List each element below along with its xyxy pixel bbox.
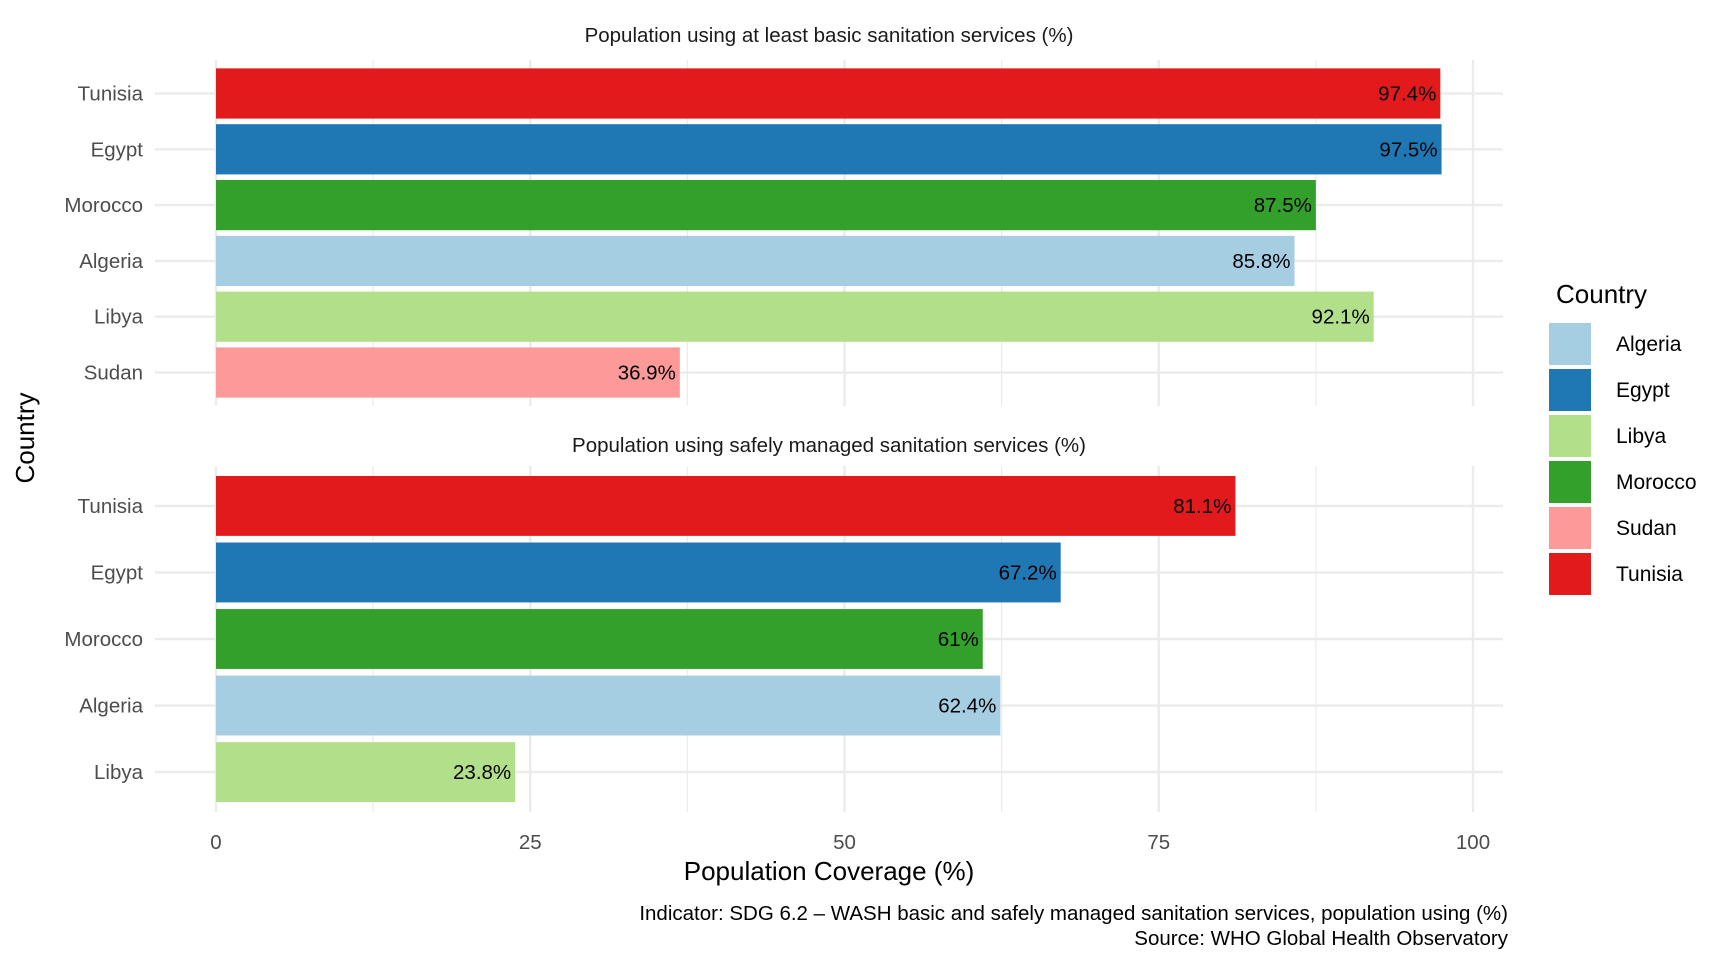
- bar-egypt: [216, 542, 1061, 603]
- data-label: 81.1%: [1173, 495, 1231, 518]
- bar-tunisia: [216, 475, 1236, 536]
- x-tick-label: 0: [210, 831, 221, 854]
- legend-label: Morocco: [1616, 471, 1697, 494]
- legend-label: Libya: [1616, 425, 1667, 448]
- y-tick-label: Morocco: [64, 628, 143, 651]
- y-tick-label: Sudan: [84, 362, 143, 385]
- panel-1: Population using at least basic sanitati…: [64, 24, 1503, 406]
- bar-morocco: [216, 179, 1316, 231]
- panel-2: Population using safely managed sanitati…: [64, 434, 1503, 812]
- legend-item: Tunisia: [1549, 553, 1683, 595]
- legend-title: Country: [1556, 279, 1647, 309]
- y-tick-label: Egypt: [91, 561, 144, 584]
- bar-sudan: [216, 347, 680, 398]
- bar-algeria: [216, 675, 1001, 736]
- legend-label: Tunisia: [1616, 563, 1683, 586]
- bar-algeria: [216, 235, 1295, 287]
- panel-title: Population using at least basic sanitati…: [585, 24, 1074, 47]
- bar-libya: [216, 742, 516, 803]
- legend-item: Morocco: [1549, 461, 1697, 503]
- bar-libya: [216, 291, 1374, 342]
- data-label: 87.5%: [1254, 194, 1312, 217]
- x-tick-label: 75: [1147, 831, 1170, 854]
- caption-indicator: Indicator: SDG 6.2 – WASH basic and safe…: [639, 902, 1508, 925]
- x-tick-label: 50: [833, 831, 856, 854]
- y-tick-label: Egypt: [91, 138, 144, 161]
- legend-label: Algeria: [1616, 333, 1682, 356]
- y-tick-label: Morocco: [64, 194, 143, 217]
- data-label: 61%: [938, 628, 979, 651]
- y-tick-label: Libya: [94, 306, 144, 329]
- y-tick-label: Tunisia: [78, 82, 144, 105]
- data-label: 67.2%: [999, 561, 1057, 584]
- data-label: 23.8%: [453, 761, 511, 784]
- y-tick-label: Algeria: [79, 695, 143, 718]
- legend-item: Algeria: [1549, 323, 1682, 365]
- data-label: 97.4%: [1378, 82, 1436, 105]
- legend-label: Sudan: [1616, 517, 1677, 540]
- legend-key: [1549, 369, 1591, 411]
- legend-item: Libya: [1549, 415, 1667, 457]
- legend-key: [1549, 553, 1591, 595]
- x-tick-label: 100: [1456, 831, 1490, 854]
- x-tick-label: 25: [519, 831, 542, 854]
- data-label: 36.9%: [618, 362, 676, 385]
- x-axis-ticks: 0 25 50 75 100: [210, 831, 1490, 854]
- legend-key: [1549, 415, 1591, 457]
- legend-key: [1549, 323, 1591, 365]
- bar-tunisia: [216, 68, 1441, 119]
- legend: Country Algeria Egypt Libya Morocco Sudan Tun…: [1549, 279, 1697, 595]
- data-label: 85.8%: [1232, 250, 1290, 273]
- legend-label: Egypt: [1616, 379, 1670, 402]
- x-axis-title: Population Coverage (%): [684, 856, 975, 886]
- panels-layer: Population using at least basic sanitati…: [64, 24, 1503, 812]
- bar-morocco: [216, 609, 983, 669]
- bar-egypt: [216, 124, 1442, 175]
- legend-item: Sudan: [1549, 507, 1677, 549]
- y-tick-label: Algeria: [79, 250, 143, 273]
- data-label: 92.1%: [1312, 306, 1370, 329]
- panel-title: Population using safely managed sanitati…: [572, 434, 1086, 457]
- data-label: 97.5%: [1379, 138, 1437, 161]
- legend-key: [1549, 507, 1591, 549]
- y-tick-label: Libya: [94, 761, 144, 784]
- data-label: 62.4%: [938, 695, 996, 718]
- y-axis-title: Country: [10, 392, 40, 483]
- legend-key: [1549, 461, 1591, 503]
- caption-source: Source: WHO Global Health Observatory: [1134, 927, 1508, 950]
- legend-item: Egypt: [1549, 369, 1670, 411]
- y-tick-label: Tunisia: [78, 495, 144, 518]
